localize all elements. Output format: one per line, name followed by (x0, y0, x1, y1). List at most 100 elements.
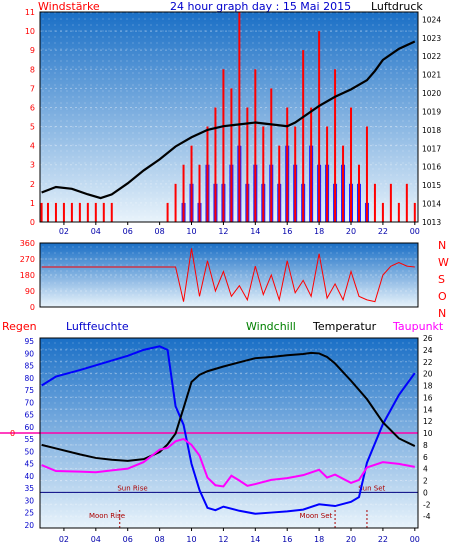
bot-x-tick-label: 02 (59, 535, 69, 544)
temperatur-label: Temperatur (313, 320, 377, 333)
mid-left-tick-label: 270 (20, 255, 35, 264)
luftdruck-title: Luftdruck (371, 0, 423, 13)
top-left-tick-label: 3 (30, 161, 35, 170)
top-x-tick-label: 14 (250, 227, 260, 236)
top-x-tick-label: 12 (218, 227, 228, 236)
top-plot-dots (40, 12, 418, 222)
bot-right-tick-label: 18 (423, 382, 433, 391)
top-left-tick-label: 11 (25, 8, 35, 17)
sun-rise-label: Sun Rise (117, 484, 147, 492)
top-x-tick-label: 16 (282, 227, 292, 236)
top-x-tick-label: 22 (378, 227, 388, 236)
top-right-tick-label: 1018 (422, 126, 441, 135)
top-x-tick-label: 06 (123, 227, 133, 236)
bot-left-tick-label: 40 (24, 472, 34, 481)
moon-rise-label: Moon Rise (89, 512, 125, 520)
bot-left-tick-label: 30 (24, 496, 34, 505)
mid-left-tick-label: 90 (25, 287, 35, 296)
top-right-tick-label: 1017 (422, 144, 441, 153)
bot-x-tick-label: 00 (410, 535, 420, 544)
bot-left-tick-label: 60 (24, 423, 34, 432)
taupunkt-label: Taupunkt (393, 320, 444, 333)
top-right-tick-label: 1020 (422, 89, 441, 98)
bot-left-tick-label: 75 (24, 386, 34, 395)
compass-label: S (438, 273, 445, 286)
bot-left-tick-label: 55 (24, 435, 34, 444)
moon-set-label: Moon Set (300, 512, 333, 520)
bot-left-tick-label: 45 (24, 460, 34, 469)
top-left-tick-label: 9 (30, 46, 35, 55)
bot-x-tick-label: 20 (346, 535, 356, 544)
luftfeuchte-label: Luftfeuchte (66, 320, 129, 333)
bot-x-tick-label: 04 (91, 535, 101, 544)
compass-label: N (438, 239, 446, 252)
top-right-tick-label: 1021 (422, 71, 441, 80)
bot-right-tick-label: 24 (423, 346, 433, 355)
regen-label: Regen (2, 320, 37, 333)
mid-left-tick-label: 0 (30, 303, 35, 312)
bot-left-tick-label: 85 (24, 362, 34, 371)
bot-right-tick-label: 2 (423, 477, 428, 486)
top-left-tick-label: 0 (30, 218, 35, 227)
mid-plot-frame (39, 242, 419, 308)
compass-label: O (438, 290, 447, 303)
bot-left-tick-label: 25 (24, 509, 34, 518)
bot-x-tick-label: 06 (123, 535, 133, 544)
bot-left-tick-label: 65 (24, 411, 34, 420)
top-right-tick-label: 1022 (422, 52, 441, 61)
chart-date-title: 24 hour graph day : 15 Mai 2015 (170, 0, 352, 13)
top-left-tick-label: 10 (25, 27, 35, 36)
bot-right-tick-label: 12 (423, 417, 433, 426)
top-x-tick-label: 08 (155, 227, 165, 236)
bot-right-tick-label: 10 (423, 429, 433, 438)
sun-set-label: Sun Set (358, 484, 385, 492)
pressure-line (41, 40, 416, 200)
bot-x-tick-label: 12 (218, 535, 228, 544)
top-x-tick-label: 04 (91, 227, 101, 236)
top-left-tick-label: 2 (30, 180, 35, 189)
bot-left-tick-label: 50 (24, 447, 34, 456)
bot-right-tick-label: 14 (423, 405, 433, 414)
top-left-tick-label: 7 (30, 84, 35, 93)
bot-right-tick-label: 4 (423, 465, 428, 474)
bot-x-tick-label: 08 (155, 535, 165, 544)
top-left-tick-label: 6 (30, 103, 35, 112)
bot-right-tick-label: 20 (423, 370, 433, 379)
top-left-tick-label: 1 (30, 199, 35, 208)
windchill-label: Windchill (246, 320, 296, 333)
top-right-tick-label: 1015 (422, 181, 441, 190)
top-left-tick-label: 4 (30, 142, 35, 151)
bot-right-tick-label: 8 (423, 441, 428, 450)
bot-right-tick-label: -4 (423, 512, 431, 521)
bot-left-tick-label: 95 (24, 337, 34, 346)
humidity-line (41, 345, 416, 515)
zero-marker-label: 0 (10, 429, 15, 438)
bot-right-tick-label: 0 (423, 488, 428, 497)
bot-left-tick-label: 20 (24, 521, 34, 530)
top-x-tick-label: 18 (314, 227, 324, 236)
bot-x-tick-label: 22 (378, 535, 388, 544)
bot-x-tick-label: 18 (314, 535, 324, 544)
top-plot-frame (39, 11, 419, 223)
bot-right-tick-label: -2 (423, 500, 431, 509)
top-x-tick-label: 10 (186, 227, 196, 236)
temperature-line (41, 351, 416, 462)
dewpoint-line (41, 437, 415, 488)
bot-right-tick-label: 26 (423, 334, 433, 343)
bot-left-tick-label: 90 (24, 349, 34, 358)
direction-line (41, 248, 415, 303)
top-x-tick-label: 02 (59, 227, 69, 236)
top-right-tick-label: 1019 (422, 107, 441, 116)
bot-x-tick-label: 10 (186, 535, 196, 544)
top-right-tick-label: 1023 (422, 34, 441, 43)
bot-left-tick-label: 70 (24, 398, 34, 407)
top-left-tick-label: 8 (30, 65, 35, 74)
top-right-tick-label: 1014 (422, 200, 441, 209)
compass-label: N (438, 307, 446, 320)
bot-right-tick-label: 22 (423, 358, 433, 367)
top-right-tick-label: 1016 (422, 163, 441, 172)
bot-left-tick-label: 80 (24, 374, 34, 383)
top-x-tick-label: 00 (410, 227, 420, 236)
